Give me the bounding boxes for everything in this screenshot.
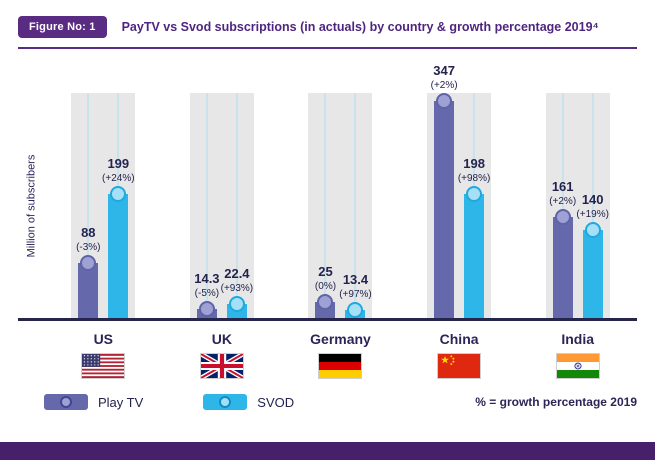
uk-flag-icon — [199, 353, 244, 379]
svod-bar-marker-icon — [466, 186, 483, 202]
svod-bar-marker-icon — [347, 302, 364, 318]
svod-bar-marker-icon — [228, 296, 245, 312]
playtv-bar-marker-icon — [436, 93, 453, 109]
svod-value-label: 22.4 (+93%) — [209, 265, 265, 294]
grid-line — [87, 93, 90, 318]
legend-label-svod: SVOD — [257, 394, 295, 410]
country-group-india: 161 (+2%) 140 (+19%) — [518, 93, 637, 318]
figure-number-badge: Figure No: 1 — [18, 16, 107, 38]
country-label-us: US — [93, 331, 114, 347]
china-flag-icon — [437, 353, 482, 379]
playtv-bar-marker-icon — [198, 301, 215, 317]
footer-strip — [0, 442, 655, 460]
svod-value-label: 199 (+24%) — [90, 155, 146, 184]
country-names-row: US UK Germany China India — [44, 331, 637, 347]
country-group-china: 347 (+2%) 198 (+98%) — [400, 63, 519, 318]
country-label-uk: UK — [211, 331, 232, 347]
bar-growth: (0%) — [314, 281, 337, 292]
country-group-uk: 14.3 (-5%) 22.4 (+93%) — [163, 93, 282, 318]
header: Figure No: 1 PayTV vs Svod subscriptions… — [0, 0, 655, 38]
flag-cell-india — [518, 353, 637, 379]
legend-label-playtv: Play TV — [98, 394, 144, 410]
column-band — [308, 93, 373, 318]
us-flag-icon — [81, 353, 126, 379]
bar-value: 13.4 — [342, 271, 369, 287]
grid-line — [561, 93, 564, 318]
playtv-value-label: 161 (+2%) — [535, 178, 591, 207]
playtv-bar — [434, 101, 455, 318]
bar-value: 22.4 — [224, 265, 250, 281]
bar-value: 347 — [433, 62, 455, 78]
bar-value: 198 — [463, 155, 485, 171]
playtv-bar-marker-icon — [554, 209, 571, 225]
bar-growth: (+93%) — [220, 283, 254, 294]
header-divider — [18, 47, 637, 49]
legend: Play TV SVOD % = growth percentage 2019 — [44, 394, 637, 410]
country-flags-row — [44, 353, 637, 379]
figure-title: PayTV vs Svod subscriptions (in actuals)… — [121, 20, 599, 34]
grid-line — [591, 93, 594, 318]
playtv-bar-marker-icon — [317, 294, 334, 310]
playtv-value-label: 88 (-3%) — [60, 224, 116, 253]
svod-bar-marker-icon — [584, 222, 601, 238]
chart-area: Million of subscribers 88 (-3%) 199 (+24%) 1… — [18, 49, 637, 321]
country-label-china: China — [439, 331, 479, 347]
playtv-bar — [78, 263, 99, 318]
country-label-germany: Germany — [310, 331, 371, 347]
flag-cell-us — [44, 353, 163, 379]
bar-growth: (+98%) — [457, 173, 491, 184]
flag-cell-uk — [163, 353, 282, 379]
playtv-bar — [552, 217, 573, 318]
playtv-marker-icon — [60, 396, 72, 408]
flag-cell-germany — [281, 353, 400, 379]
bar-value: 88 — [81, 224, 96, 240]
y-axis-label: Million of subscribers — [18, 93, 44, 318]
bar-value: 140 — [581, 191, 604, 207]
column-band — [189, 93, 254, 318]
playtv-legend-swatch — [44, 394, 88, 410]
country-group-germany: 25 (0%) 13.4 (+97%) — [281, 93, 400, 318]
bar-value: 199 — [107, 155, 130, 171]
svod-value-label: 140 (+19%) — [565, 191, 621, 220]
bar-growth: (+97%) — [339, 289, 372, 300]
playtv-value-label: 25 (0%) — [297, 263, 353, 292]
grid-line — [235, 93, 238, 318]
country-label-india: India — [561, 331, 595, 347]
bar-growth: (+19%) — [576, 209, 609, 220]
bar-growth: (+2%) — [430, 80, 458, 91]
plot-area: 88 (-3%) 199 (+24%) 14.3 (-5%) 22.4 (+93%) 25 (0%… — [44, 63, 637, 318]
growth-percentage-note: % = growth percentage 2019 — [475, 395, 637, 409]
svod-value-label: 198 (+98%) — [446, 155, 502, 184]
germany-flag-icon — [318, 353, 363, 379]
grid-line — [354, 93, 357, 318]
svod-bar — [582, 230, 603, 318]
svod-bar — [108, 194, 129, 318]
svod-legend-swatch — [203, 394, 248, 410]
bar-growth: (-3%) — [76, 242, 101, 253]
svod-value-label: 13.4 (+97%) — [327, 271, 383, 300]
grid-line — [205, 93, 208, 318]
country-group-us: 88 (-3%) 199 (+24%) — [44, 93, 163, 318]
legend-item-playtv: Play TV — [44, 394, 143, 410]
svod-marker-icon — [219, 396, 232, 408]
bar-value: 14.3 — [194, 270, 220, 286]
grid-line — [324, 93, 327, 318]
playtv-bar-marker-icon — [80, 255, 97, 271]
playtv-value-label: 14.3 (-5%) — [179, 270, 235, 299]
bar-value: 161 — [551, 178, 574, 194]
india-flag-icon — [555, 353, 600, 379]
svod-bar — [464, 194, 485, 318]
bar-growth: (+24%) — [102, 173, 135, 184]
playtv-value-label: 347 (+2%) — [416, 62, 472, 91]
flag-cell-china — [400, 353, 519, 379]
legend-item-svod: SVOD — [203, 394, 294, 410]
y-axis-label-text: Million of subscribers — [25, 154, 38, 257]
bar-growth: (-5%) — [194, 288, 220, 299]
bar-value: 25 — [318, 263, 333, 279]
bar-growth: (+2%) — [549, 196, 577, 207]
svod-bar-marker-icon — [110, 186, 127, 202]
